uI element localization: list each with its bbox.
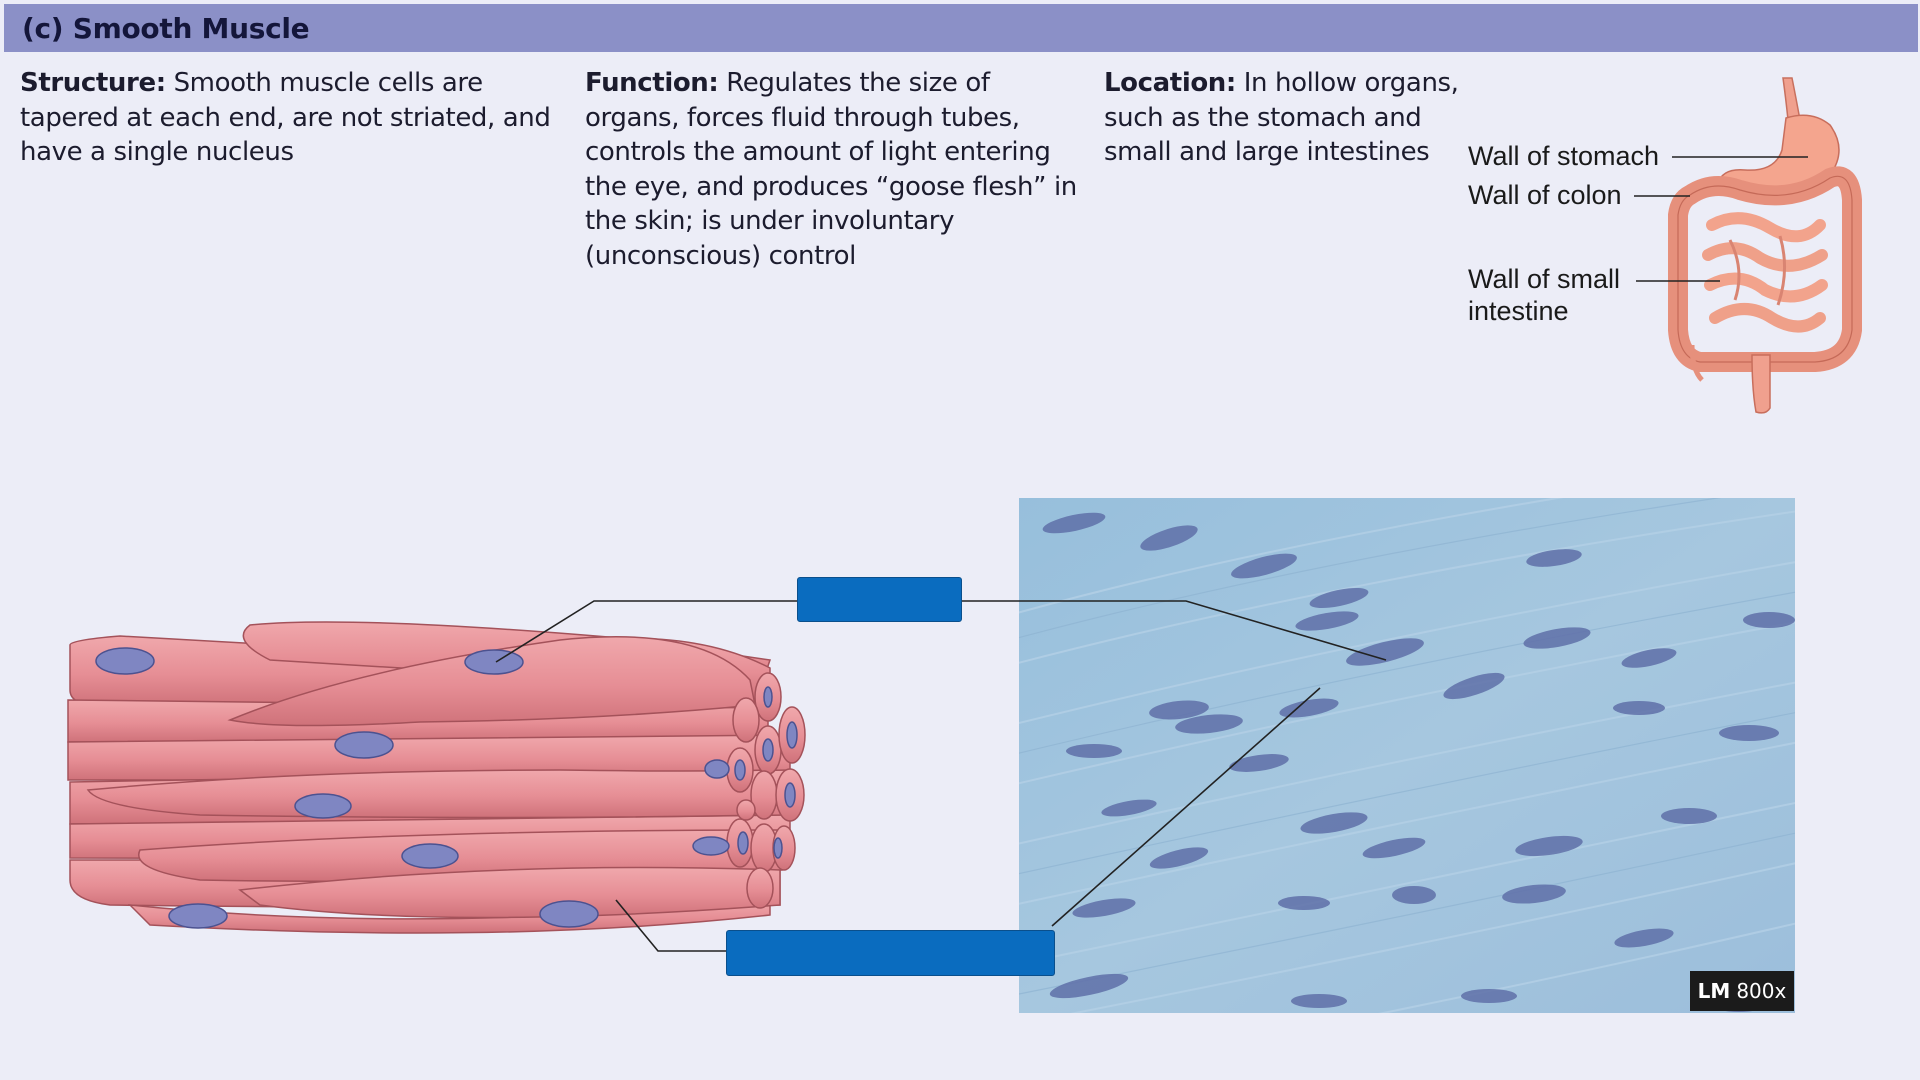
nucleus-leader-line-right <box>960 600 1387 661</box>
nucleus-leader-line-left <box>495 600 798 663</box>
panel-title: (c) Smooth Muscle <box>22 12 310 45</box>
structure-text: Smooth muscle cells are tapered at each … <box>20 68 551 167</box>
nucleus-label-box[interactable] <box>797 577 962 622</box>
structure-description: Structure: Smooth muscle cells are taper… <box>20 66 560 170</box>
magnification-badge: LM 800x <box>1690 971 1794 1011</box>
location-description: Location: In hollow organs, such as the … <box>1104 66 1464 170</box>
small-intestine-label: Wall of small intestine <box>1468 264 1621 326</box>
colon-label: Wall of colon <box>1468 180 1622 210</box>
location-heading: Location: <box>1104 68 1236 98</box>
function-description: Function: Regulates the size of organs, … <box>585 66 1085 273</box>
muscle-cell-label-box[interactable] <box>726 930 1055 976</box>
magnification-value: 800x <box>1736 979 1787 1003</box>
function-text: Regulates the size of organs, forces flu… <box>585 68 1077 271</box>
cell-leader-line-left <box>615 899 727 952</box>
header-bar: (c) Smooth Muscle <box>4 4 1918 52</box>
magnification-type: LM <box>1697 979 1731 1003</box>
structure-heading: Structure: <box>20 68 166 98</box>
location-text: In hollow organs, such as the stomach an… <box>1104 68 1459 167</box>
micrograph-tissue-drawing <box>1019 498 1795 1013</box>
stomach-label: Wall of stomach <box>1468 141 1660 171</box>
function-heading: Function: <box>585 68 719 98</box>
micrograph-image <box>1019 498 1795 1013</box>
cell-leader-line-right <box>1051 687 1321 927</box>
